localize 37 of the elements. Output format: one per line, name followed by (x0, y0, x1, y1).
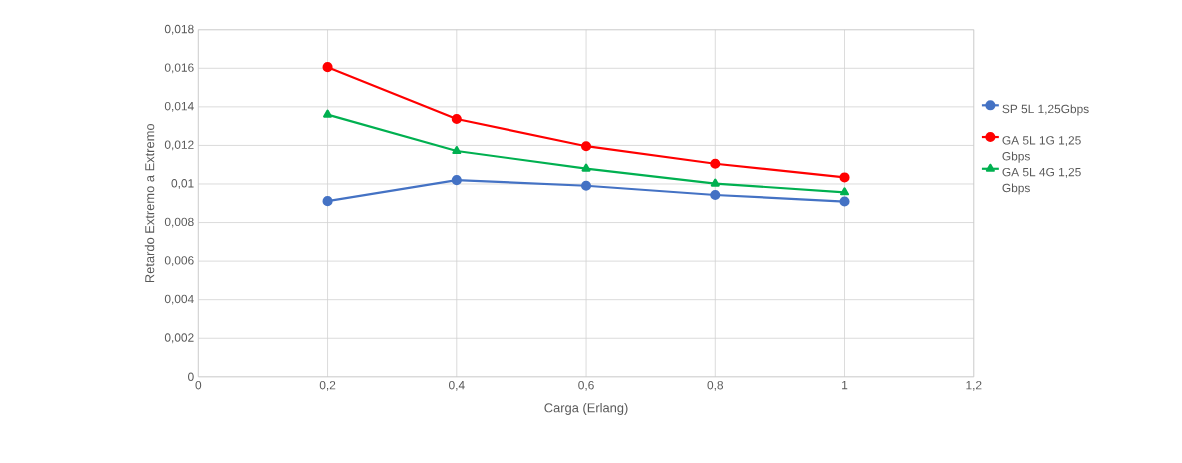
y-tick-label: 0,01 (171, 179, 194, 189)
x-tick-label: 1,2 (966, 380, 982, 391)
y-tick-label: 0,004 (164, 294, 194, 305)
x-tick-label: 0,6 (578, 380, 594, 391)
y-tick-label: 0,014 (164, 101, 194, 112)
point (839, 172, 850, 183)
legend-label: GA 5L 4G 1,25 Gbps (1002, 167, 1081, 195)
point (710, 189, 721, 201)
y-tick-label: 0,012 (164, 140, 194, 151)
point (451, 175, 462, 186)
y-axis-title: Retardo Extremo a Extremo (144, 123, 155, 283)
x-axis-title: Carga (Erlang) (544, 402, 628, 415)
point (451, 113, 462, 125)
x-tick-label: 0 (195, 380, 202, 390)
point (322, 196, 333, 207)
x-tick-label: 0,8 (707, 380, 724, 391)
point (710, 178, 720, 187)
point (322, 62, 333, 73)
x-tick-label: 0,4 (449, 380, 465, 391)
y-tick-label: 0,016 (164, 63, 194, 74)
point (452, 145, 462, 155)
y-tick-label: 0,008 (164, 217, 194, 228)
point (323, 109, 333, 118)
point (580, 180, 592, 191)
y-tick-label: 0 (188, 372, 194, 381)
legend-label: GA 5L 1G 1,25 Gbps (1002, 136, 1081, 163)
legend-label: SP 5L 1,25Gbps (1002, 104, 1089, 116)
x-tick-label: 0,2 (319, 380, 336, 391)
y-tick-label: 0,002 (164, 333, 194, 344)
y-tick-label: 0,006 (164, 256, 194, 267)
x-tick-label: 1 (842, 380, 848, 390)
y-tick-label: 0,018 (164, 24, 194, 35)
point (581, 163, 591, 172)
point (580, 141, 592, 152)
point (839, 196, 850, 207)
point (840, 187, 850, 196)
point (710, 158, 721, 169)
